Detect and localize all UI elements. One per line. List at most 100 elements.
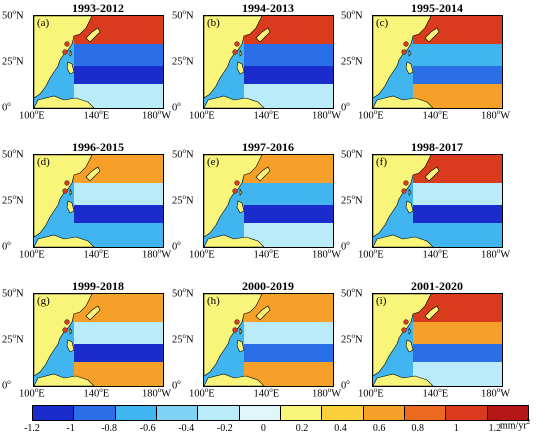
lon-tick-label: 180oW (312, 108, 341, 122)
lat-tick-label: 0o (2, 378, 11, 392)
panel-letter: (b) (207, 17, 220, 29)
panel-letter: (a) (37, 17, 50, 29)
hemisphere: N (186, 334, 194, 346)
field-map (204, 155, 333, 247)
hemisphere: E (441, 110, 449, 122)
north-core (443, 16, 502, 40)
hemisphere: N (186, 149, 194, 161)
colorbar-tick-label: -1.2 (24, 423, 40, 434)
lat-tick-label: 50oN (2, 286, 24, 300)
lon-tick-label: 100oE (189, 386, 215, 400)
mid-band (74, 322, 163, 344)
panel-title: 1996-2015 (72, 140, 124, 154)
degree-sign: o (351, 147, 356, 155)
lat-value: 25 (341, 56, 352, 68)
equatorial-core (425, 67, 501, 81)
hemisphere: N (186, 56, 194, 68)
lat-tick-label: 25oN (2, 193, 24, 207)
lon-value: 140 (253, 388, 270, 400)
lat-value: 25 (172, 195, 183, 207)
hemisphere: E (208, 388, 215, 400)
lat-tick-label: 50oN (341, 8, 363, 22)
asia-landmass (204, 294, 263, 377)
degree-sign: o (7, 378, 11, 386)
lon-value: 140 (83, 249, 100, 261)
lat-tick-label: 25oN (172, 332, 194, 346)
hotspot-marker (401, 188, 407, 194)
lon-tick-label: 140oE (423, 108, 449, 122)
colorbar-tick-label: 0 (260, 423, 266, 434)
japan-islands (85, 305, 101, 321)
lat-tick-label: 25oN (172, 54, 194, 68)
lat-tick-label: 25oN (341, 193, 363, 207)
colorbar-tick-label: -0.8 (101, 423, 118, 434)
hotspot-marker (64, 41, 70, 47)
panel-title: 1997-2016 (242, 140, 294, 154)
taiwan-philippines (405, 327, 414, 353)
degree-sign: o (99, 247, 103, 255)
lon-tick-label: 180oW (481, 247, 510, 261)
hemisphere: E (272, 249, 280, 261)
panel-letter: (e) (207, 156, 220, 168)
lat-value: 50 (341, 149, 352, 161)
hemisphere: W (161, 110, 172, 122)
lon-tick-label: 140oE (84, 386, 110, 400)
lat-tick-label: 0o (172, 100, 181, 114)
degree-sign: o (351, 8, 356, 16)
lat-tick-label: 50oN (341, 286, 363, 300)
degree-sign: o (346, 100, 350, 108)
degree-sign: o (204, 108, 209, 116)
panel-letter: (f) (376, 156, 387, 168)
degree-sign: o (438, 247, 442, 255)
equatorial-core (425, 206, 501, 220)
mid-band (413, 44, 502, 66)
lon-tick-label: 140oE (84, 247, 110, 261)
mid-band (413, 322, 502, 344)
mid-band (244, 183, 333, 205)
lon-tick-label: 100oE (19, 108, 45, 122)
degree-sign: o (373, 108, 378, 116)
lat-tick-label: 25oN (172, 193, 194, 207)
lon-value: 180 (312, 110, 328, 122)
hemisphere: N (16, 288, 24, 300)
lon-tick-label: 140oE (254, 386, 280, 400)
hemisphere: N (355, 195, 363, 207)
taiwan-philippines (236, 49, 245, 75)
lat-value: 0 (172, 380, 178, 392)
lon-tick-label: 180oW (312, 247, 341, 261)
lon-value: 180 (481, 110, 497, 122)
hotspot-marker (401, 49, 407, 55)
equatorial-core (256, 206, 332, 220)
hemisphere: E (272, 110, 280, 122)
degree-sign: o (327, 108, 332, 116)
colorbar-tick-label: 0.4 (334, 423, 347, 434)
lat-value: 25 (2, 334, 13, 346)
asia-landmass (34, 155, 93, 238)
lat-tick-label: 0o (341, 100, 350, 114)
hemisphere: N (16, 149, 24, 161)
lon-value: 140 (83, 110, 100, 122)
hemisphere: N (186, 288, 194, 300)
lon-tick-label: 140oE (423, 386, 449, 400)
field-map (373, 294, 502, 386)
japan-islands (85, 27, 101, 43)
hotspot-marker (62, 49, 68, 55)
taiwan-philippines (66, 188, 75, 214)
lat-tick-label: 0o (341, 378, 350, 392)
hotspot-marker (232, 188, 238, 194)
mid-band (244, 44, 333, 66)
degree-sign: o (177, 378, 181, 386)
degree-sign: o (177, 100, 181, 108)
degree-sign: o (12, 8, 17, 16)
hemisphere: N (16, 334, 24, 346)
map-frame: (d) (33, 154, 164, 248)
hemisphere: N (16, 56, 24, 68)
panel-title: 1999-2018 (72, 279, 124, 293)
lon-value: 100 (358, 110, 374, 122)
asia-landmass (204, 155, 263, 238)
lat-value: 50 (341, 288, 352, 300)
map-frame: (b) (203, 15, 334, 109)
degree-sign: o (346, 239, 350, 247)
degree-sign: o (351, 54, 356, 62)
field-map (34, 16, 163, 108)
